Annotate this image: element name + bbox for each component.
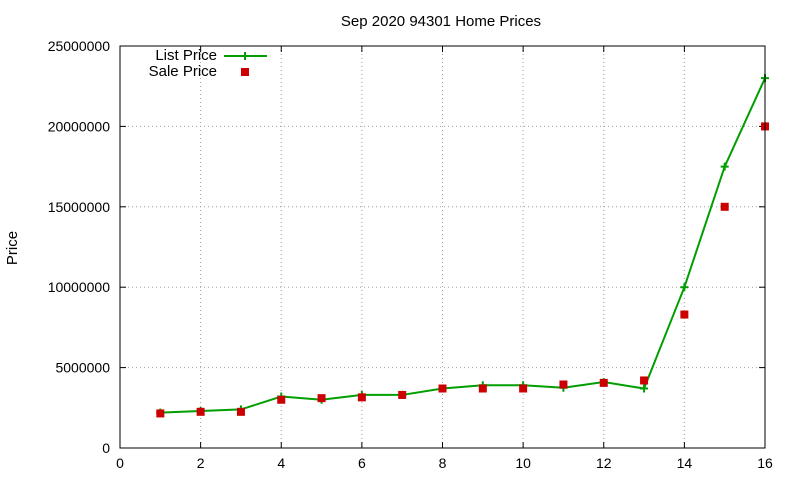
legend-label-sale-price: Sale Price bbox=[149, 63, 217, 80]
series-line-list-price bbox=[160, 77, 766, 414]
legend-marker-sale-price bbox=[241, 68, 249, 76]
plot-frame bbox=[119, 45, 766, 449]
tick-labels: 0 2 4 6 8 10 12 14 16 0 5000000 10000000 15000000 200… bbox=[48, 38, 773, 471]
x-tick-label: 10 bbox=[515, 455, 531, 471]
data-point-sale-price bbox=[559, 380, 568, 389]
chart-title: Sep 2020 94301 Home Prices bbox=[341, 13, 541, 30]
data-point-sale-price bbox=[398, 390, 407, 399]
x-tick-label: 0 bbox=[116, 455, 124, 471]
data-point-sale-price bbox=[438, 384, 447, 393]
legend: List Price Sale Price bbox=[149, 47, 267, 80]
data-point-sale-price bbox=[236, 407, 245, 416]
y-tick-label: 0 bbox=[102, 440, 110, 456]
data-point-list-price bbox=[640, 384, 649, 393]
data-point-sale-price bbox=[640, 376, 649, 385]
x-tick-label: 16 bbox=[757, 455, 773, 471]
axis-ticks bbox=[119, 45, 766, 449]
data-point-sale-price bbox=[720, 202, 729, 211]
data-point-sale-price bbox=[317, 394, 326, 403]
legend-marker-list-price bbox=[241, 52, 249, 60]
data-point-sale-price bbox=[277, 395, 286, 404]
x-tick-label: 14 bbox=[677, 455, 693, 471]
data-point-sale-price bbox=[196, 407, 205, 416]
y-tick-label: 20000000 bbox=[48, 118, 111, 134]
data-point-sale-price bbox=[156, 409, 165, 418]
y-tick-label: 5000000 bbox=[55, 360, 110, 376]
data-point-sale-price bbox=[680, 310, 689, 319]
x-tick-label: 2 bbox=[197, 455, 205, 471]
x-tick-label: 12 bbox=[596, 455, 612, 471]
y-tick-label: 15000000 bbox=[48, 199, 111, 215]
data-point-sale-price bbox=[478, 384, 487, 393]
data-point-list-price bbox=[680, 283, 689, 292]
x-tick-label: 8 bbox=[439, 455, 447, 471]
x-tick-label: 6 bbox=[358, 455, 366, 471]
y-tick-label: 10000000 bbox=[48, 279, 111, 295]
data-point-list-price bbox=[720, 162, 729, 171]
legend-label-list-price: List Price bbox=[155, 47, 217, 64]
x-tick-label: 4 bbox=[277, 455, 285, 471]
y-axis-label: Price bbox=[4, 231, 21, 265]
plot-area bbox=[156, 74, 769, 418]
data-point-sale-price bbox=[599, 378, 608, 387]
y-tick-label: 25000000 bbox=[48, 38, 111, 54]
data-point-sale-price bbox=[519, 384, 528, 393]
grid bbox=[120, 46, 765, 448]
data-point-sale-price bbox=[357, 393, 366, 402]
